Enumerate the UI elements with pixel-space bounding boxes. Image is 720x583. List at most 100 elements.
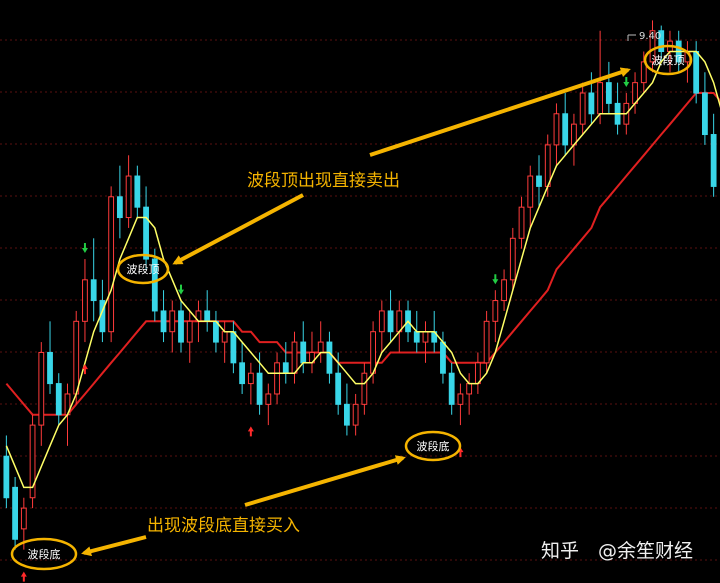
candle [614, 82, 621, 135]
candle-body [509, 237, 516, 281]
candle [282, 342, 289, 384]
candle-body [47, 351, 53, 385]
candle-body [143, 206, 149, 260]
candle [317, 321, 324, 363]
candle-body [90, 279, 97, 302]
candle-body [12, 486, 18, 540]
buy-text: 出现波段底直接买入 [147, 516, 300, 536]
candle-body [413, 331, 420, 343]
candle-body [230, 331, 237, 364]
candle [247, 362, 254, 405]
candle [553, 103, 560, 166]
candle [352, 393, 359, 436]
candle-body [73, 320, 80, 395]
candle-body [710, 134, 717, 187]
candle [274, 352, 280, 405]
annotation-arrows [81, 67, 631, 557]
candle-body [605, 82, 612, 104]
candle [151, 248, 158, 322]
candle [186, 310, 193, 363]
candle [55, 373, 62, 426]
candle-body [335, 372, 342, 405]
candle-body [588, 92, 595, 115]
ma-long-line [5, 92, 720, 416]
buy-arrow-up [244, 455, 406, 507]
candle-body [317, 341, 324, 353]
candle [474, 352, 481, 394]
candle-body [178, 310, 184, 343]
sell-text: 波段顶出现直接卖出 [247, 171, 400, 191]
candle [116, 165, 123, 239]
candle [536, 155, 542, 208]
candle-body [108, 196, 115, 333]
ma-long-layer [5, 92, 720, 416]
bottom-marker-2-text: 波段底 [417, 439, 450, 453]
price-high-label: 9.40 [639, 31, 661, 42]
ma-short-layer [5, 50, 720, 489]
candle [90, 238, 97, 322]
candle-body [239, 362, 246, 385]
candle-body [378, 310, 385, 333]
sell-signal-arrow [623, 77, 630, 88]
top-marker-1-text: 波段顶 [127, 262, 160, 276]
candle-body [466, 383, 473, 395]
candle-body [544, 144, 551, 187]
candle-body [370, 331, 376, 374]
candle [684, 41, 691, 83]
candle-body [422, 331, 429, 343]
sell-signal-arrow [178, 284, 184, 295]
annotation-bottom-1: 波段底 [10, 537, 78, 571]
candle [579, 82, 586, 135]
candle [291, 331, 298, 384]
candle [213, 310, 219, 353]
candle-body [457, 393, 464, 405]
candle [221, 321, 228, 363]
candle-body [20, 507, 27, 530]
candle [82, 259, 88, 343]
candle-body [562, 113, 569, 146]
candle-body [536, 175, 542, 187]
candle [509, 227, 516, 291]
buy-signal-arrow [247, 426, 254, 437]
candle-body [492, 300, 499, 322]
candle-body [448, 372, 455, 405]
candle-body [387, 310, 394, 333]
candle-body [134, 175, 141, 208]
candle [571, 113, 577, 166]
candle-body [186, 320, 193, 343]
candle-body [658, 30, 665, 53]
candle-body [247, 372, 254, 385]
candle-body [38, 351, 45, 426]
candle-body [55, 383, 62, 416]
candle [239, 342, 246, 394]
candle [466, 373, 473, 415]
candle-body [352, 403, 359, 426]
candle [640, 51, 647, 94]
watermark: 知乎 @余笙财经 [541, 540, 693, 562]
candle [483, 310, 490, 374]
candle-body [361, 372, 368, 405]
annotation-top-2: 波段顶 [643, 44, 693, 76]
candle-body [518, 206, 525, 239]
candle [143, 186, 149, 270]
buy-signal-arrow [20, 571, 27, 582]
candle [562, 93, 569, 156]
candle-body [204, 310, 211, 322]
candle-body [221, 331, 228, 343]
candle-body [326, 341, 333, 374]
candle [108, 186, 115, 343]
candle-body [597, 82, 604, 115]
candle [309, 331, 315, 374]
candle-body [125, 175, 132, 219]
annotation-top-1: 波段顶 [116, 253, 170, 285]
candle [29, 414, 36, 509]
candle-body [649, 30, 656, 63]
candle [387, 290, 394, 343]
candle [134, 165, 141, 218]
candle-body [82, 279, 88, 322]
candle [125, 155, 132, 228]
candle-body [640, 61, 647, 84]
candle [710, 113, 717, 197]
candle-body [693, 51, 700, 94]
candle [204, 290, 211, 332]
